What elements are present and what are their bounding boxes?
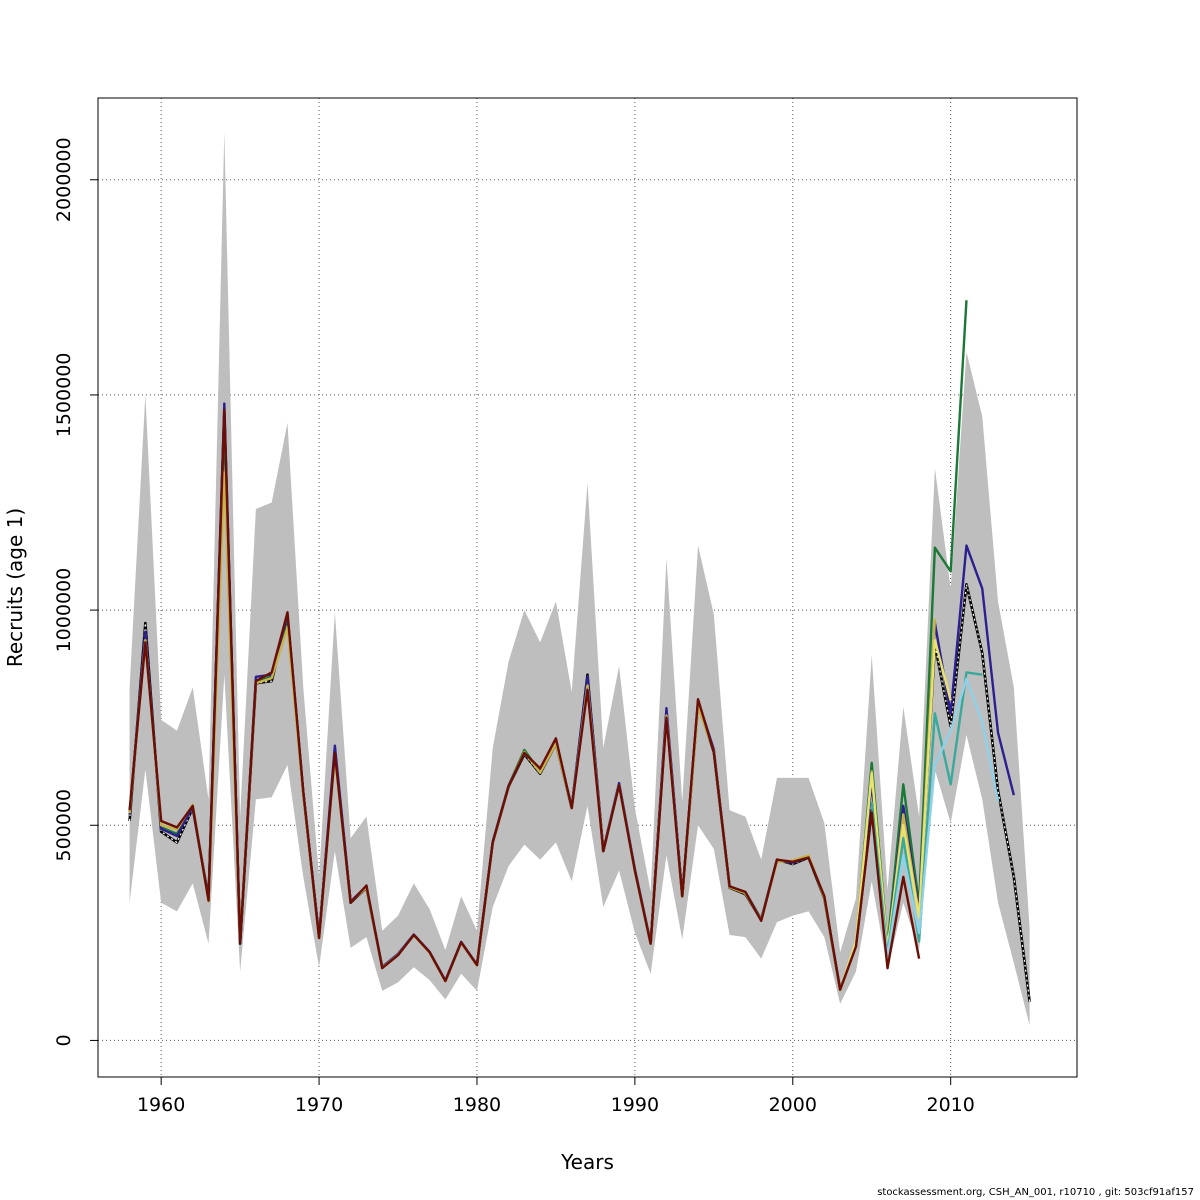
series-line-3: [128, 471, 937, 992]
series-line-7: [128, 408, 921, 991]
x-tick-label: 1970: [295, 1094, 343, 1116]
x-tick-label: 1960: [137, 1094, 185, 1116]
confidence-band-layer: [129, 132, 1030, 1026]
y-tick-label: 500000: [53, 789, 75, 862]
x-tick-label: 1980: [453, 1094, 501, 1116]
x-tick-label: 2010: [926, 1094, 974, 1116]
series-line-4: [839, 639, 952, 991]
x-axis: 1960 1970 1980 1990 2000 2010: [137, 1076, 975, 1116]
series-line-6: [870, 677, 1000, 958]
y-tick-label: 1500000: [53, 353, 75, 438]
x-axis-title: Years: [560, 1150, 614, 1174]
series-layer: [128, 300, 1031, 1002]
x-tick-label: 1990: [611, 1094, 659, 1116]
y-axis: 0 500000 1000000 1500000 2000000: [53, 137, 99, 1046]
x-tick-label: 2000: [769, 1094, 817, 1116]
y-tick-label: 0: [53, 1034, 75, 1046]
footer-credit: stockassessment.org, CSH_AN_001, r10710 …: [877, 1187, 1194, 1198]
y-axis-title: Recruits (age 1): [3, 508, 27, 667]
y-tick-label: 2000000: [53, 137, 75, 222]
y-tick-label: 1000000: [53, 568, 75, 653]
confidence-band: [129, 132, 1030, 1026]
